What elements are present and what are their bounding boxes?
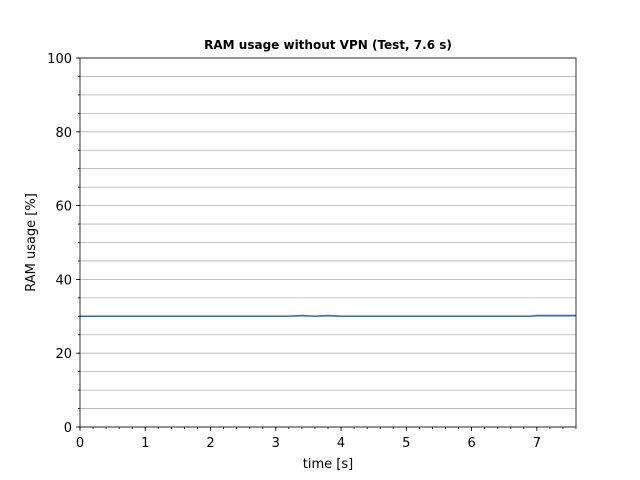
series-layer: [80, 314, 576, 318]
x-tick-label: 5: [402, 436, 410, 451]
x-tick-label: 3: [272, 436, 280, 451]
y-tick-label: 20: [55, 347, 72, 362]
x-tick-label: 2: [206, 436, 214, 451]
y-tick-label: 100: [47, 52, 72, 67]
x-axis-label: time [s]: [303, 457, 353, 472]
y-tick-label: 60: [55, 200, 72, 215]
chart-title: RAM usage without VPN (Test, 7.6 s): [204, 38, 452, 52]
x-tick-label: 6: [467, 436, 475, 451]
grid-layer: [80, 57, 576, 428]
y-tick-label: 40: [55, 273, 72, 288]
x-tick-label: 4: [337, 436, 345, 451]
series-line: [80, 314, 576, 318]
tick-layer: 0 20 40 60 80 100 0 1 2 3 4 5 6 7: [47, 52, 577, 451]
x-tick-label: 0: [76, 436, 84, 451]
x-tick-label: 1: [141, 436, 149, 451]
y-tick-label: 80: [55, 126, 72, 141]
y-axis-label: RAM usage [%]: [24, 193, 39, 292]
x-tick-label: 7: [533, 436, 541, 451]
y-tick-label: 0: [64, 421, 72, 436]
